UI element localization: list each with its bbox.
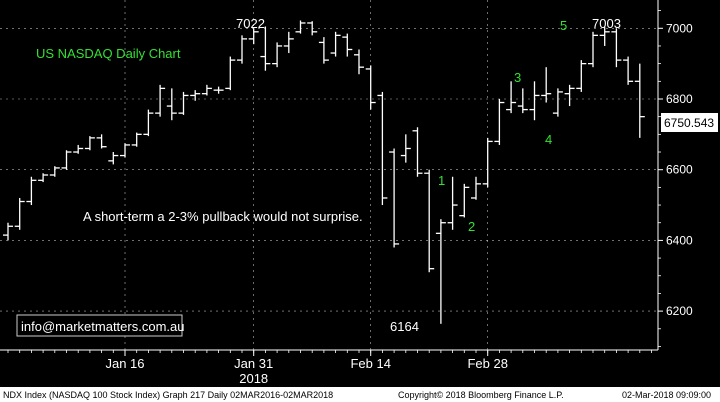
x-tick-label: Jan 16	[105, 356, 144, 371]
annotation-low-6164: 6164	[390, 319, 419, 334]
ohlc-bar	[552, 88, 563, 117]
ohlc-bar	[494, 98, 505, 145]
ohlc-bar	[73, 144, 84, 154]
annotation-high-7022: 7022	[236, 16, 265, 31]
ohlc-bar	[623, 56, 634, 85]
ohlc-bar	[564, 84, 575, 107]
y-tick-label: 7000	[666, 21, 693, 35]
y-tick-label: 6800	[666, 92, 693, 106]
ohlc-bar	[178, 91, 189, 115]
ohlc-bar	[26, 176, 37, 206]
x-tick-label: Jan 31	[234, 356, 273, 371]
footer-right: 02-Mar-2018 09:09:00	[622, 390, 711, 400]
ohlc-bar	[38, 173, 49, 183]
ohlc-bar	[541, 67, 552, 103]
ohlc-bar	[237, 35, 247, 64]
ohlc-bar	[201, 84, 212, 96]
ohlc-bar	[84, 136, 95, 151]
ohlc-bar	[330, 31, 341, 57]
wave-label-5: 5	[560, 18, 567, 33]
x-year-label: 2018	[239, 371, 268, 386]
footer-bar	[0, 387, 720, 402]
ohlc-bar	[435, 219, 446, 324]
y-tick-label: 6200	[666, 304, 693, 318]
ohlc-bar	[143, 109, 154, 137]
ohlc-bar	[14, 197, 25, 230]
ohlc-bar	[517, 88, 528, 114]
y-axis: 6200 6400 6600 6800 7000	[657, 0, 693, 350]
last-price-label: 6750.543	[664, 116, 714, 130]
x-tick-label: Feb 28	[467, 356, 507, 371]
ohlc-bar	[354, 49, 364, 75]
ohlc-bar	[634, 63, 645, 138]
ohlc-bar	[389, 148, 400, 248]
wave-label-4: 4	[545, 132, 552, 147]
ohlc-bar	[400, 134, 411, 163]
ohlc-bar	[260, 26, 271, 71]
ohlc-bar	[295, 20, 306, 34]
ohlc-bar	[283, 31, 294, 54]
footer-left: NDX Index (NASDAQ 100 Stock Index) Graph…	[3, 390, 333, 400]
ohlc-bar	[61, 150, 72, 170]
ohlc-bar	[424, 169, 435, 273]
ohlc-bar	[213, 86, 224, 94]
ohlc-bar	[599, 27, 610, 46]
ohlc-bar	[49, 166, 60, 177]
ohlc-bar	[318, 37, 329, 64]
ohlc-bar	[307, 21, 318, 36]
ohlc-bar	[412, 127, 423, 177]
ohlc-bar	[225, 56, 236, 91]
ohlc-bar	[342, 33, 353, 57]
ohlc-bar	[377, 91, 388, 206]
price-bars	[3, 20, 645, 324]
x-axis: Jan 16 Jan 31 Feb 14 Feb 28 2018	[0, 349, 658, 386]
y-tick-label: 6600	[666, 163, 693, 177]
footer-center: Copyright© 2018 Bloomberg Finance L.P.	[398, 390, 564, 400]
x-tick-label: Feb 14	[350, 356, 390, 371]
ohlc-bar	[3, 222, 13, 241]
ohlc-bar	[506, 81, 517, 114]
ohlc-bar	[155, 84, 166, 117]
wave-label-2: 2	[468, 219, 475, 234]
chart-title: US NASDAQ Daily Chart	[36, 46, 181, 61]
ohlc-bar	[365, 65, 376, 110]
ohlc-bar	[529, 81, 540, 121]
ohlc-bar	[272, 42, 283, 68]
ohlc-bar	[166, 88, 177, 121]
ohlc-bar	[482, 137, 493, 188]
wave-label-3: 3	[514, 70, 521, 85]
ohlc-bar	[588, 31, 598, 68]
ohlc-bar	[447, 176, 458, 230]
wave-label-1: 1	[438, 173, 445, 188]
ohlc-bar	[108, 152, 119, 165]
ohlc-bar	[248, 28, 259, 45]
y-tick-label: 6400	[666, 233, 693, 247]
watermark-email: info@marketmatters.com.au	[21, 319, 184, 334]
annotation-high-7003: 7003	[592, 16, 621, 31]
ohlc-bar	[131, 132, 142, 147]
ohlc-bar	[576, 60, 587, 92]
ohlc-bar	[120, 143, 130, 158]
commentary-text: A short-term a 2-3% pullback would not s…	[83, 209, 363, 224]
ohlc-bar	[96, 134, 107, 149]
ohlc-bar	[190, 90, 201, 101]
ohlc-bar	[611, 28, 622, 68]
ohlc-bar	[459, 183, 470, 218]
last-price-box	[661, 113, 718, 132]
ohlc-bar	[471, 176, 481, 200]
watermark-box	[16, 314, 183, 337]
